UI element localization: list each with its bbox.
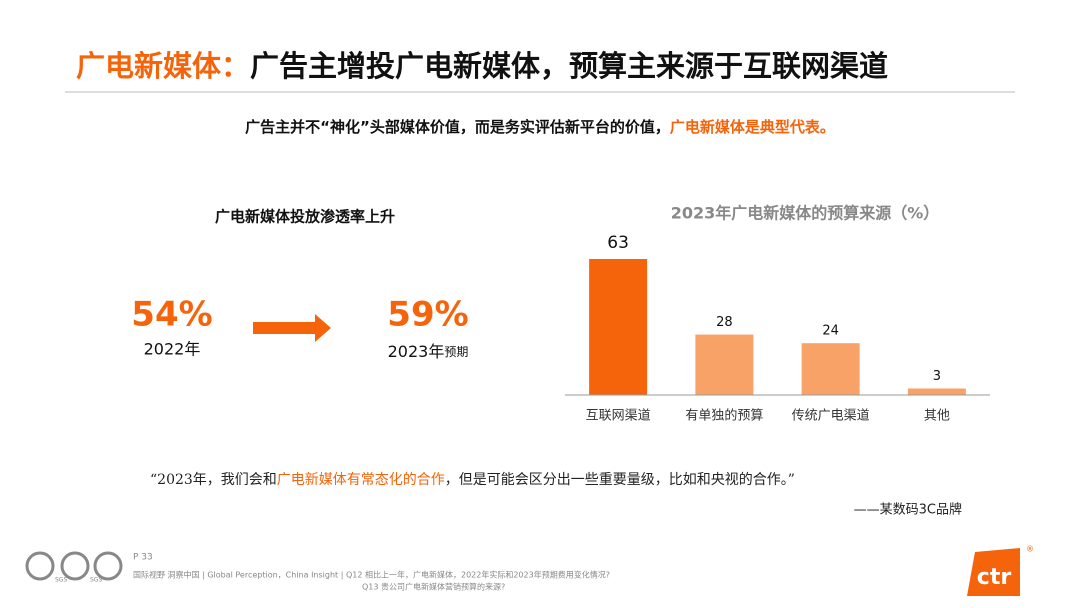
bar [801, 343, 860, 395]
bar [907, 388, 966, 395]
logo-box [967, 548, 1020, 596]
arrow [253, 314, 331, 342]
chart-title: 2023年广电新媒体的预算来源（%） [671, 204, 940, 223]
page-number: P 33 [133, 553, 153, 563]
quote-attribution: ——某数码3C品牌 [854, 502, 962, 518]
badges: SGS SGS [25, 551, 123, 584]
x-tick-label: 互联网渠道 [586, 409, 651, 424]
footer-note: Q13 贵公司广电新媒体营销预算的来源? [362, 582, 505, 592]
value-label: 24 [822, 324, 839, 339]
after-value: 59% [387, 295, 468, 335]
badge [25, 551, 55, 581]
before-value: 54% [131, 295, 212, 335]
subtitle-highlight: 广电新媒体是典型代表。 [670, 118, 835, 136]
quote-open: “2023年，我们会和 [150, 472, 277, 488]
logo-mark: ® [1026, 545, 1034, 554]
subtitle: 广告主并不“神化”头部媒体价值，而是务实评估新平台的价值，广电新媒体是典型代表。 [245, 118, 835, 136]
panel-title: 广电新媒体投放渗透率上升 [215, 208, 395, 226]
after-label: 2023年预期 [388, 342, 469, 361]
value-label: 28 [716, 315, 733, 330]
badge-label: SGS [90, 577, 102, 584]
quote: “2023年，我们会和广电新媒体有常态化的合作，但是可能会区分出一些重要量级，比… [150, 472, 795, 488]
after-year: 2023年 [388, 342, 445, 361]
title-highlight: 广电新媒体： [76, 49, 250, 83]
subtitle-plain: 广告主并不“神化”头部媒体价值，而是务实评估新平台的价值， [245, 118, 670, 136]
title-rest: 广告主增投广电新媒体，预算主来源于互联网渠道 [250, 49, 888, 83]
quote-close: ，但是可能会区分出一些重要量级，比如和央视的合作。” [445, 472, 795, 488]
x-tick-label: 传统广电渠道 [792, 409, 870, 424]
badge-label: SGS [55, 577, 67, 584]
badge [60, 551, 90, 581]
bar [589, 259, 648, 395]
bar [695, 334, 754, 395]
quote-highlight: 广电新媒体有常态化的合作 [277, 472, 445, 488]
value-label: 3 [933, 369, 941, 384]
title: 广电新媒体：广告主增投广电新媒体，预算主来源于互联网渠道 [76, 49, 888, 83]
bar-chart: 63 互联网渠道 28 有单独的预算 24 传统广电渠道 3 其他 [565, 233, 990, 424]
after-suffix: 预期 [444, 345, 468, 359]
footer-note: 国际视野 洞察中国 | Global Perception，China Insi… [133, 570, 610, 580]
badge [93, 551, 123, 581]
x-tick-label: 其他 [924, 409, 950, 424]
logo: ctr [977, 565, 1012, 590]
x-tick-label: 有单独的预算 [685, 408, 763, 424]
value-label: 63 [607, 233, 629, 253]
before-label: 2022年 [144, 340, 201, 359]
